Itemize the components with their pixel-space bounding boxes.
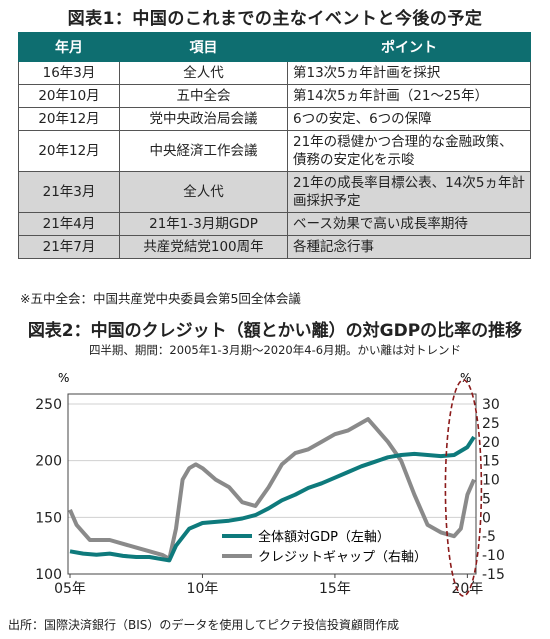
left-tick-label: 150 [35, 510, 62, 526]
right-tick-label: 5 [482, 491, 491, 507]
table-row: 20年10月 五中全会 第14次5ヵ年計画（21～25年） [18, 84, 531, 108]
highlight-ellipse [444, 379, 483, 597]
cell-date: 21年4月 [18, 212, 120, 236]
right-tick-label: 20 [482, 435, 500, 451]
left-tick-label: 100 [35, 567, 62, 583]
left-axis: 250 200 150 100 [35, 397, 62, 583]
cell-item: 共産党結党100周年 [119, 235, 288, 259]
legend-label-gap: クレジットギャップ（右軸） [258, 550, 427, 565]
cell-item: 中央経済工作会議 [119, 130, 288, 172]
cell-point: ベース効果で高い成長率期待 [287, 212, 531, 236]
cell-point: 第14次5ヵ年計画（21～25年） [287, 84, 531, 108]
x-tick-label: 15年 [319, 581, 351, 597]
credit-gap-line [68, 417, 476, 561]
legend-label-total: 全体額対GDP（左軸） [258, 529, 390, 545]
cell-date: 20年10月 [18, 84, 120, 108]
cell-point: 21年の穏健かつ合理的な金融政策、債務の安定化を示唆 [287, 130, 531, 172]
series-lines [68, 417, 476, 563]
legend: 全体額対GDP（左軸） クレジットギャップ（右軸） [222, 529, 427, 565]
table-note: ※五中全会：中国共産党中央委員会第5回全体会議 [20, 291, 301, 306]
chart-title: 図表2：中国のクレジット（額とかい離）の対GDPの比率の推移 [27, 321, 523, 341]
plot-frame [67, 393, 477, 575]
events-table: 年月 項目 ポイント 16年3月 全人代 第13次5ヵ年計画を採択 20年10月… [18, 32, 531, 259]
x-tick-label: 20年 [451, 581, 483, 597]
cell-item: 21年1-3月期GDP [119, 212, 288, 236]
header-date: 年月 [18, 32, 120, 62]
right-unit-label: % [460, 371, 471, 385]
table-row: 21年4月 21年1-3月期GDP ベース効果で高い成長率期待 [18, 212, 531, 236]
total-credit-line [69, 435, 476, 563]
left-tick-label: 200 [35, 454, 62, 470]
credit-chart: % % 250 200 150 100 30 25 20 15 10 5 0 -5 -10 -15 05… [35, 371, 505, 597]
right-axis: 30 25 20 15 10 5 0 -5 -10 -15 [482, 397, 505, 583]
right-tick-label: 10 [482, 473, 500, 489]
right-tick-label: 25 [482, 416, 500, 432]
cell-item: 全人代 [119, 171, 288, 213]
source-note: 出所：国際決済銀行（BIS）のデータを使用してピクテ投信投資顧問作成 [8, 618, 400, 632]
cell-date: 16年3月 [18, 61, 120, 85]
cell-date: 20年12月 [18, 130, 120, 172]
right-tick-label: -5 [482, 529, 496, 545]
cell-point: 21年の成長率目標公表、14次5ヵ年計画採択予定 [287, 171, 531, 213]
right-tick-label: -15 [482, 567, 505, 583]
cell-point: 各種記念行事 [287, 235, 531, 259]
right-tick-label: 0 [482, 510, 491, 526]
cell-item: 全人代 [119, 61, 288, 85]
cell-date: 21年3月 [18, 171, 120, 213]
cell-point: 6つの安定、6つの保障 [287, 107, 531, 131]
right-tick-label: 30 [482, 397, 500, 413]
x-tick-label: 10年 [187, 581, 219, 597]
table1-title: 図表1：中国のこれまでの主なイベントと今後の予定 [67, 9, 483, 29]
right-tick-label: 15 [482, 454, 500, 470]
table-row: 20年12月 中央経済工作会議 21年の穏健かつ合理的な金融政策、債務の安定化を… [18, 130, 531, 172]
left-tick-label: 250 [35, 397, 62, 413]
table-row: 20年12月 党中央政治局会議 6つの安定、6つの保障 [18, 107, 531, 131]
gridlines [68, 403, 476, 518]
cell-item: 党中央政治局会議 [119, 107, 288, 131]
cell-date: 20年12月 [18, 107, 120, 131]
header-item: 項目 [119, 32, 288, 62]
x-tick-label: 05年 [54, 581, 86, 597]
cell-point: 第13次5ヵ年計画を採択 [287, 61, 531, 85]
right-tick-label: -10 [482, 548, 505, 564]
left-unit-label: % [58, 371, 69, 385]
cell-item: 五中全会 [119, 84, 288, 108]
x-axis: 05年 10年 15年 20年 [54, 574, 483, 597]
chart-subtitle: 四半期、期間：2005年1-3月期～2020年4-6月期。かい離は対トレンド [88, 343, 462, 357]
table-row: 21年3月 全人代 21年の成長率目標公表、14次5ヵ年計画採択予定 [18, 171, 531, 213]
table-row: 21年7月 共産党結党100周年 各種記念行事 [18, 235, 531, 259]
cell-date: 21年7月 [18, 235, 120, 259]
header-point: ポイント [287, 32, 531, 62]
table-row: 16年3月 全人代 第13次5ヵ年計画を採択 [18, 61, 531, 85]
